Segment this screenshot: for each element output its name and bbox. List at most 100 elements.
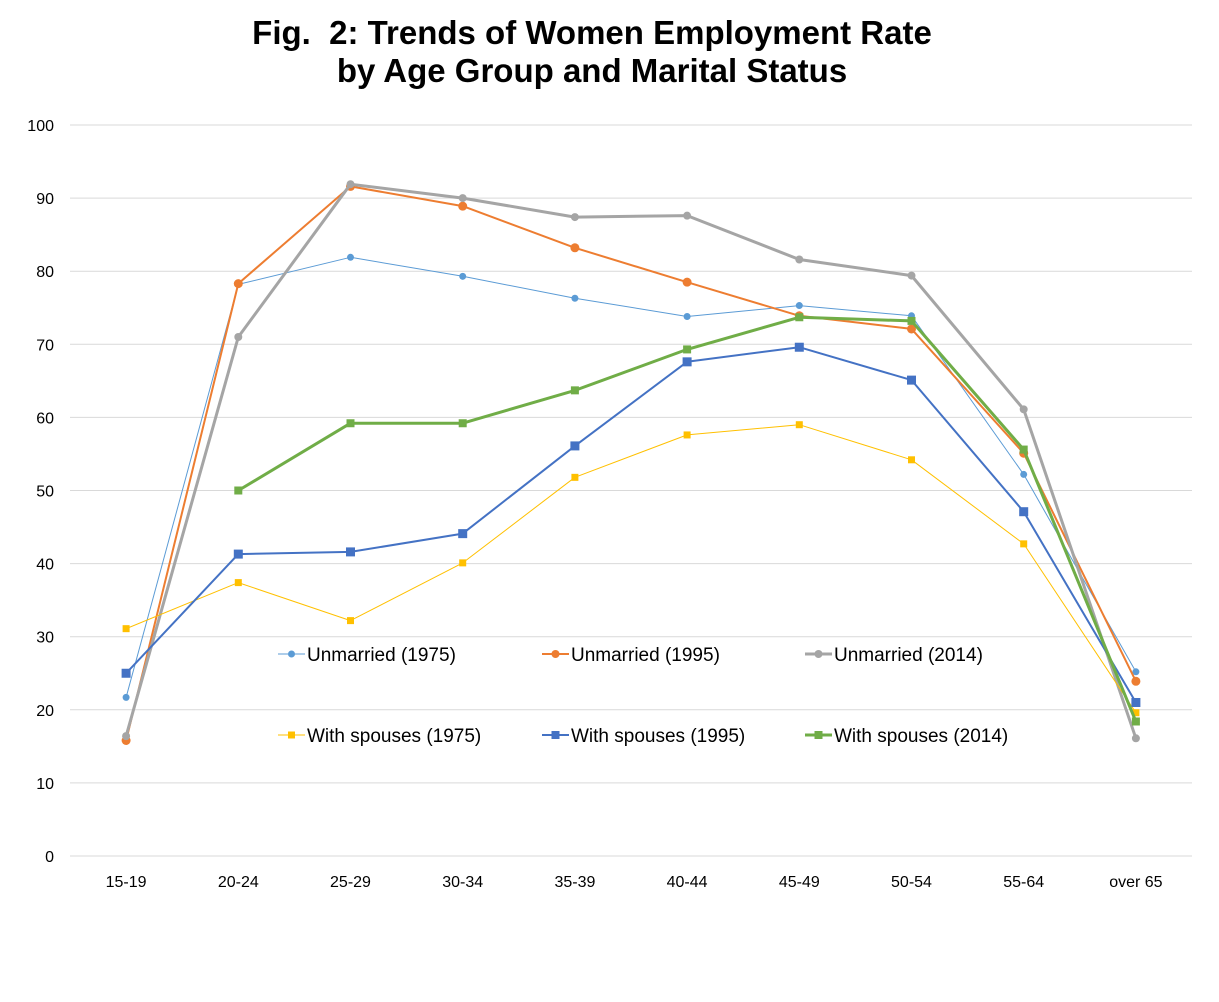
data-point	[795, 302, 803, 310]
legend: Unmarried (1975) Unmarried (1995) Unmarrie…	[278, 645, 1008, 747]
y-tick-label: 30	[36, 630, 54, 647]
data-point	[683, 313, 691, 321]
series-lines	[121, 180, 1141, 746]
data-point	[233, 279, 243, 289]
data-point	[570, 213, 579, 222]
data-point	[908, 456, 915, 464]
legend-entry: Unmarried (2014)	[805, 645, 983, 666]
legend-swatch-marker	[551, 731, 560, 739]
data-point	[795, 255, 804, 264]
data-point	[1020, 540, 1028, 548]
data-point	[907, 324, 916, 334]
data-point	[1132, 709, 1140, 717]
x-tick-label: 20-24	[218, 874, 259, 891]
data-point	[121, 668, 131, 678]
data-point	[907, 271, 916, 280]
legend-label: With spouses (1975)	[307, 726, 481, 747]
data-point	[1019, 445, 1028, 454]
data-point	[682, 277, 692, 287]
series-line	[125, 185, 1137, 741]
data-point	[458, 201, 468, 211]
data-point	[122, 732, 131, 741]
data-point	[570, 243, 580, 253]
x-tick-label: 25-29	[330, 874, 371, 891]
legend-entry: Unmarried (1995)	[542, 645, 720, 666]
legend-label: Unmarried (2014)	[834, 645, 983, 666]
data-point	[346, 419, 355, 428]
data-point	[346, 180, 355, 189]
data-point	[683, 345, 692, 354]
series-line	[124, 182, 1138, 739]
legend-entry: With spouses (2014)	[805, 726, 1008, 747]
legend-label: Unmarried (1995)	[571, 645, 720, 666]
legend-swatch-marker	[814, 650, 823, 658]
data-point	[1019, 405, 1028, 414]
series-5	[121, 342, 1141, 707]
data-point	[907, 375, 916, 385]
data-point	[1019, 507, 1029, 517]
data-point	[122, 693, 130, 701]
data-point	[571, 473, 579, 481]
x-tick-label: 30-34	[442, 874, 483, 891]
y-tick-label: 90	[36, 191, 54, 208]
series-line	[125, 424, 1137, 713]
data-point	[459, 272, 467, 280]
series-6	[234, 313, 1140, 726]
data-point	[1131, 697, 1141, 707]
series-3	[122, 180, 1140, 743]
y-tick-label: 100	[27, 118, 54, 135]
data-point	[458, 529, 468, 539]
data-point	[571, 294, 579, 302]
x-axis-tick-labels: 15-19 20-24 25-29 30-34 35-39 40-44 45-49 50-54…	[106, 874, 1163, 891]
chart-title: Fig. 2: Trends of Women Employment Rate	[252, 14, 932, 51]
y-tick-label: 50	[36, 484, 54, 501]
legend-swatch-marker	[288, 650, 295, 658]
legend-swatch-marker	[814, 731, 823, 739]
y-tick-label: 20	[36, 703, 54, 720]
series-4	[122, 421, 1140, 717]
y-tick-label: 60	[36, 410, 54, 427]
data-point	[1131, 734, 1140, 743]
x-tick-label: 35-39	[554, 874, 595, 891]
x-tick-label: 15-19	[106, 874, 147, 891]
series-1	[122, 253, 1140, 701]
series-line	[125, 346, 1137, 704]
legend-entry: Unmarried (1975)	[278, 645, 456, 666]
data-point	[122, 625, 130, 633]
data-point	[1131, 717, 1140, 726]
data-point	[570, 441, 580, 451]
data-point	[795, 421, 803, 429]
data-point	[1020, 470, 1028, 478]
chart-subtitle: by Age Group and Marital Status	[336, 52, 848, 89]
legend-swatch-marker	[288, 731, 295, 739]
data-point	[234, 332, 243, 341]
x-tick-label: 45-49	[779, 874, 820, 891]
data-point	[459, 559, 467, 567]
x-tick-label: 40-44	[667, 874, 708, 891]
y-tick-label: 70	[36, 337, 54, 354]
data-point	[682, 357, 692, 367]
legend-entry: With spouses (1975)	[278, 726, 481, 747]
legend-entry: With spouses (1995)	[542, 726, 745, 747]
data-point	[234, 486, 243, 495]
chart-title-block: Fig. 2: Trends of Women Employment Rate …	[0, 14, 1184, 90]
legend-label: With spouses (2014)	[834, 726, 1008, 747]
data-point	[683, 431, 691, 439]
data-point	[458, 419, 467, 428]
data-point	[1131, 676, 1141, 686]
legend-swatch-marker	[551, 650, 560, 658]
data-point	[907, 316, 916, 325]
data-point	[233, 549, 243, 559]
legend-label: With spouses (1995)	[571, 726, 745, 747]
data-point	[458, 194, 467, 203]
data-point	[346, 547, 355, 557]
data-point	[234, 579, 242, 587]
x-tick-label: over 65	[1109, 874, 1162, 891]
y-tick-label: 40	[36, 557, 54, 574]
legend-label: Unmarried (1975)	[307, 645, 456, 666]
y-tick-label: 80	[36, 264, 54, 281]
y-tick-label: 10	[36, 776, 54, 793]
x-tick-label: 55-64	[1003, 874, 1044, 891]
y-axis-tick-labels: 0 10 20 30 40 50 60 70 80 90 100	[27, 118, 54, 866]
